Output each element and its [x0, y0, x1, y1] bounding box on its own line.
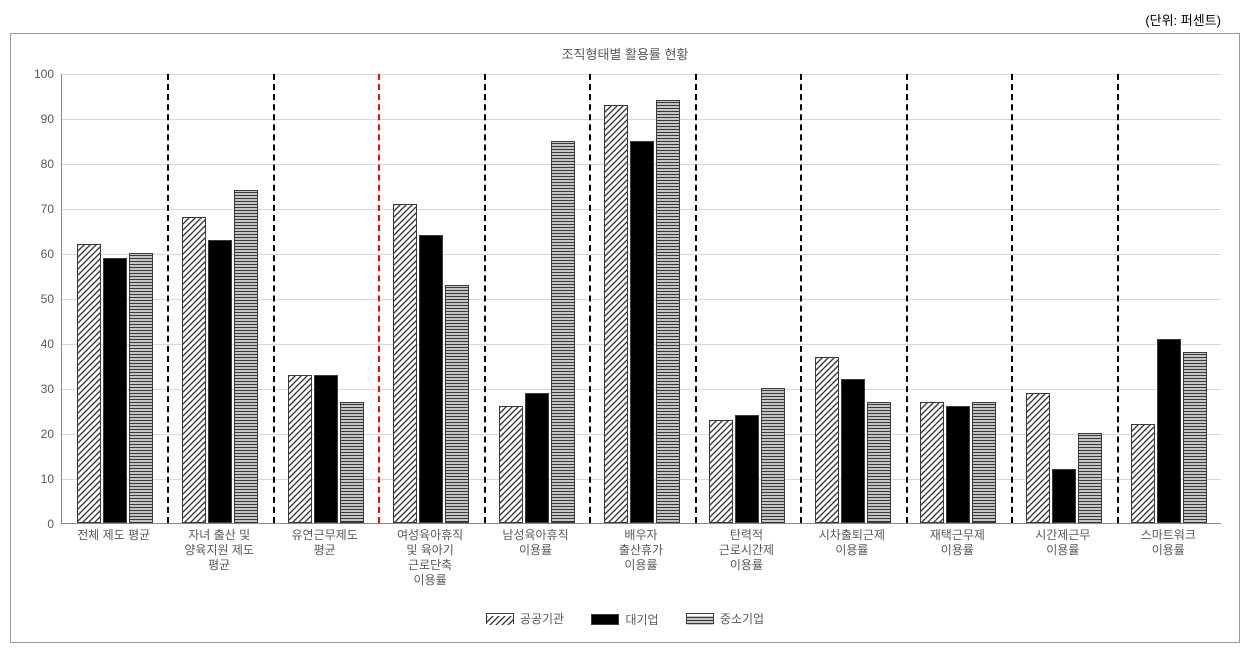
x-tick-label: 배우자출산휴가이용률 [588, 528, 693, 573]
y-tick-label: 0 [47, 517, 62, 531]
bar [709, 420, 733, 524]
bar [920, 402, 944, 524]
legend-item-large: 대기업 [591, 611, 658, 628]
chart-container: 조직형태별 활용률 현황 0102030405060708090100 전체 제… [10, 33, 1240, 643]
category-divider [800, 74, 802, 523]
legend-swatch-solid-icon [591, 614, 619, 625]
bar [182, 217, 206, 523]
bar [1078, 433, 1102, 523]
category-divider [1011, 74, 1013, 523]
bar [129, 253, 153, 523]
bar [604, 105, 628, 524]
bar [1026, 393, 1050, 524]
y-tick-label: 60 [41, 247, 62, 261]
x-tick-label: 시차출퇴근제이용률 [799, 528, 904, 558]
bar [525, 393, 549, 524]
y-tick-label: 90 [41, 112, 62, 126]
gridline [62, 74, 1221, 75]
bar [288, 375, 312, 524]
bar [551, 141, 575, 524]
bar [1131, 424, 1155, 523]
x-tick-label: 유연근무제도평균 [272, 528, 377, 558]
y-tick-label: 40 [41, 337, 62, 351]
bar [867, 402, 891, 524]
bar [499, 406, 523, 523]
x-tick-label: 스마트워크이용률 [1116, 528, 1221, 558]
x-tick-label: 남성육아휴직이용률 [483, 528, 588, 558]
chart-title: 조직형태별 활용률 현황 [11, 34, 1239, 67]
y-tick-label: 70 [41, 202, 62, 216]
legend-label: 대기업 [625, 611, 658, 628]
bar [419, 235, 443, 523]
bar [445, 285, 469, 524]
bar [656, 100, 680, 523]
category-divider [273, 74, 275, 523]
bar [340, 402, 364, 524]
category-divider [589, 74, 591, 523]
y-tick-label: 10 [41, 472, 62, 486]
bar [314, 375, 338, 524]
gridline [62, 119, 1221, 120]
x-tick-label: 여성육아휴직및 육아기근로단축이용률 [377, 528, 482, 588]
bar [77, 244, 101, 523]
x-axis-labels: 전체 제도 평균자녀 출산 및양육지원 제도평균유연근무제도평균여성육아휴직및 … [61, 524, 1219, 590]
x-tick-label: 재택근무제이용률 [905, 528, 1010, 558]
x-tick-label: 시간제근무이용률 [1010, 528, 1115, 558]
bar [208, 240, 232, 524]
y-tick-label: 30 [41, 382, 62, 396]
bar [393, 204, 417, 524]
y-tick-label: 80 [41, 157, 62, 171]
legend-swatch-diag-icon [486, 613, 514, 624]
bar [761, 388, 785, 523]
legend-swatch-horiz-icon [686, 613, 714, 624]
bar [841, 379, 865, 523]
x-tick-label: 전체 제도 평균 [61, 528, 166, 543]
legend-label: 공공기관 [520, 610, 564, 627]
x-tick-label: 탄력적근로시간제이용률 [694, 528, 799, 573]
bar [946, 406, 970, 523]
category-divider [695, 74, 697, 523]
bar [234, 190, 258, 523]
y-tick-label: 20 [41, 427, 62, 441]
category-divider [167, 74, 169, 523]
y-tick-label: 100 [34, 67, 62, 81]
category-divider [484, 74, 486, 523]
category-divider [906, 74, 908, 523]
plot: 0102030405060708090100 [61, 74, 1221, 524]
bar [735, 415, 759, 523]
y-tick-label: 50 [41, 292, 62, 306]
x-tick-label: 자녀 출산 및양육지원 제도평균 [166, 528, 271, 573]
legend-item-public: 공공기관 [486, 610, 564, 627]
bar [972, 402, 996, 524]
category-divider [1117, 74, 1119, 523]
bar [1183, 352, 1207, 523]
bar [815, 357, 839, 524]
chart-plot-area: 0102030405060708090100 [61, 74, 1219, 522]
category-divider [378, 74, 380, 523]
bar [1157, 339, 1181, 524]
legend: 공공기관 대기업 중소기업 [11, 610, 1239, 628]
legend-label: 중소기업 [720, 610, 764, 627]
bar [103, 258, 127, 524]
legend-item-sme: 중소기업 [686, 610, 764, 627]
unit-label: (단위: 퍼센트) [10, 10, 1241, 29]
bar [630, 141, 654, 524]
bar [1052, 469, 1076, 523]
